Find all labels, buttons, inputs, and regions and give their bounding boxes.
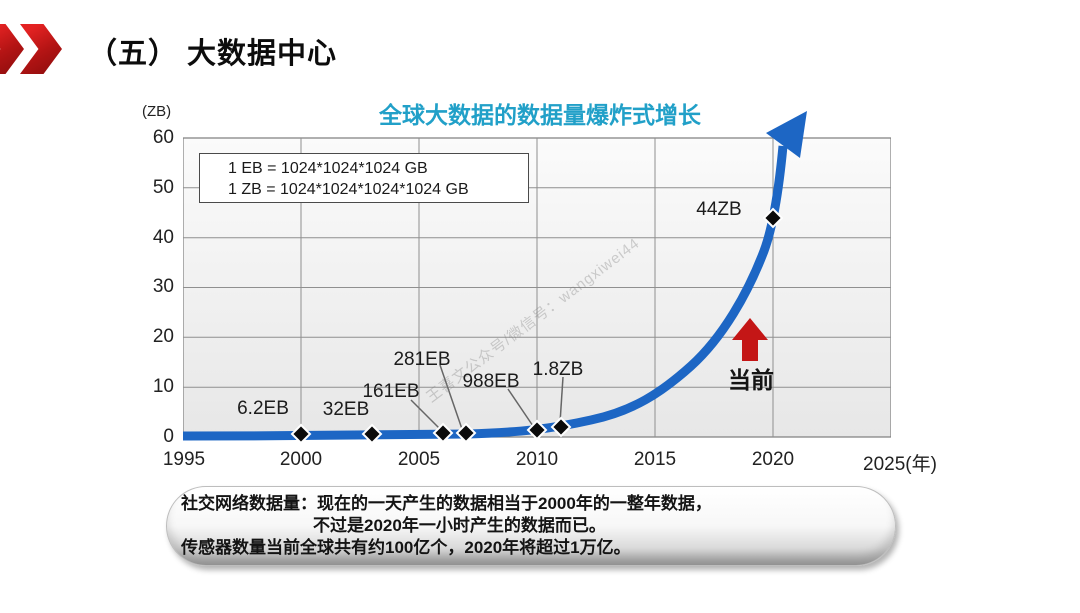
x-axis-tick-label: 2010 [515, 449, 559, 470]
chevron-icon [20, 24, 62, 74]
x-axis-tick-label: 2000 [279, 449, 323, 470]
y-axis-tick-label: 10 [152, 376, 174, 397]
note-line: 传感器数量当前全球共有约100亿个，2020年将超过1万亿。 [181, 538, 631, 557]
x-axis-tick-label: 2015 [633, 449, 677, 470]
x-axis-tick-label: 2025(年) [863, 454, 937, 475]
y-axis-tick-label: 60 [152, 127, 174, 148]
conversion-line: 1 ZB = 1024*1024*1024*1024 GB [228, 181, 469, 198]
chevron-icon [0, 24, 24, 74]
current-arrow-icon [732, 318, 768, 361]
x-axis-tick-label: 2020 [751, 449, 795, 470]
data-point-label: 281EB [393, 349, 451, 370]
y-axis-tick-label: 40 [152, 227, 174, 248]
conversion-line: 1 EB = 1024*1024*1024 GB [228, 160, 428, 177]
double-chevron-icon [0, 22, 68, 76]
data-point-label: 161EB [362, 381, 420, 402]
growth-chart-plot [183, 111, 891, 445]
y-axis-tick-label: 20 [152, 326, 174, 347]
data-point-label: 32EB [322, 399, 370, 420]
data-point-label: 988EB [462, 371, 520, 392]
data-point-label: 6.2EB [237, 398, 289, 419]
data-point-label: 44ZB [696, 199, 742, 220]
unit-conversion-box: 1 EB = 1024*1024*1024 GB 1 ZB = 1024*102… [199, 153, 529, 203]
y-axis-tick-label: 50 [152, 177, 174, 198]
note-line: 不过是2020年一小时产生的数据而已。 [313, 516, 606, 535]
data-point-label: 1.8ZB [532, 359, 584, 380]
data-point-markers [290, 207, 784, 445]
leader-lines [410, 364, 564, 430]
curve-arrowhead-icon [766, 111, 807, 158]
x-axis-tick-label: 2005 [397, 449, 441, 470]
note-line: 社交网络数据量：现在的一天产生的数据相当于2000年的一整年数据， [181, 494, 712, 513]
x-axis-tick-label: 1995 [162, 449, 206, 470]
slide-title: （五） 大数据中心 [88, 38, 338, 70]
note-box: 社交网络数据量：现在的一天产生的数据相当于2000年的一整年数据， 不过是202… [166, 486, 896, 566]
y-axis-unit-label: (ZB) [142, 103, 172, 120]
y-axis-tick-label: 30 [152, 276, 174, 297]
y-axis-tick-label: 0 [163, 426, 174, 447]
chart-title: 全球大数据的数据量爆炸式增长 [379, 102, 701, 128]
current-annotation-label: 当前 [728, 367, 774, 393]
